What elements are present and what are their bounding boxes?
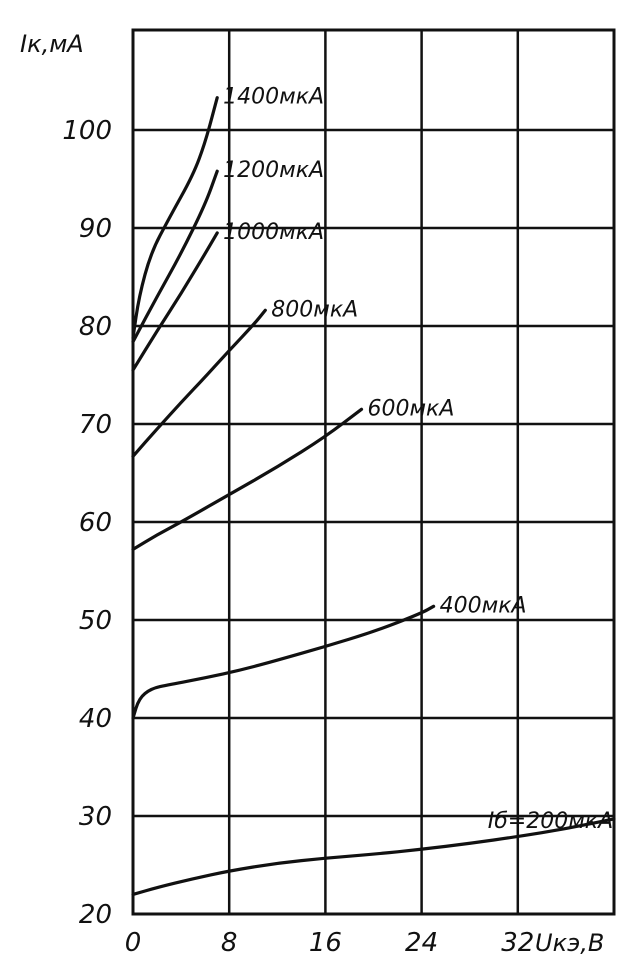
x-tick-labels: 0 8 16 24 32	[125, 928, 535, 958]
x-tick-label: 0	[125, 928, 142, 958]
y-tick-label: 50	[79, 606, 112, 636]
series-label: 600мкА	[367, 396, 454, 421]
y-tick-label: 60	[79, 508, 112, 538]
chart-grid	[131, 28, 616, 916]
y-tick-label: 80	[79, 312, 112, 342]
y-tick-labels: 20 30 40 50 60 70 80 90 100	[62, 116, 112, 930]
x-tick-label: 32	[501, 928, 534, 958]
curve-labels: Iб=200мкА 400мкА 600мкА 800мкА 1000мкА 1200мк…	[223, 85, 613, 834]
x-axis-title: Uкэ,В	[535, 929, 604, 957]
series-label: Iб=200мкА	[488, 809, 613, 834]
series-label: 1000мкА	[223, 220, 324, 245]
plot-frame	[131, 28, 616, 916]
series-line	[131, 169, 219, 344]
chart-curves	[131, 96, 616, 896]
y-tick-label: 100	[62, 116, 112, 146]
series-line	[131, 308, 267, 458]
y-tick-label: 70	[79, 410, 112, 440]
series-label: 1400мкА	[223, 85, 324, 110]
series-label: 1200мкА	[223, 158, 324, 183]
y-tick-label: 40	[79, 704, 112, 734]
series-line	[131, 817, 616, 896]
x-tick-label: 24	[405, 928, 438, 958]
series-line	[131, 407, 364, 551]
y-tick-label: 30	[79, 802, 112, 832]
y-tick-label: 20	[79, 900, 112, 930]
series-label: 800мкА	[271, 297, 358, 322]
series-line	[131, 604, 436, 720]
series-label: 400мкА	[440, 593, 527, 618]
x-tick-label: 8	[221, 928, 238, 958]
y-axis-title: Iк,мА	[20, 30, 84, 58]
series-line	[131, 96, 219, 340]
series-line	[131, 231, 219, 372]
y-tick-label: 90	[79, 214, 112, 244]
x-tick-label: 16	[309, 928, 342, 958]
